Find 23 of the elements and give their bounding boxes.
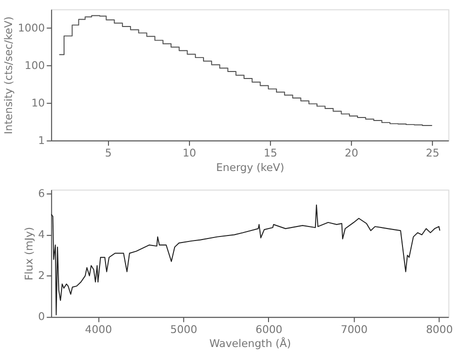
x-tick-label: 10 (182, 147, 196, 160)
y-tick-label: 6 (38, 188, 46, 200)
x-tick-label: 15 (264, 147, 278, 160)
x-axis-title: Energy (keV) (216, 162, 284, 174)
y-tick-label: 4 (38, 229, 46, 242)
y-axis-title: Flux (mJy) (23, 227, 36, 280)
x-tick-label: 8000 (426, 324, 454, 336)
y-axis-title: Intensity (cts/sec/keV) (3, 16, 16, 134)
x-tick-label: 4000 (84, 324, 112, 336)
line-series (51, 204, 440, 316)
x-tick-label: 5 (104, 147, 112, 160)
y-tick-label: 2 (38, 270, 45, 282)
x-tick-label: 5000 (170, 324, 198, 336)
y-tick-label: 0 (38, 311, 46, 324)
y-tick-label: 1000 (18, 22, 46, 34)
y-tick-label: 100 (24, 60, 46, 72)
x-tick-label: 25 (426, 147, 440, 160)
x-tick-label: 7000 (340, 324, 368, 336)
y-tick-label: 10 (31, 97, 46, 110)
x-tick-label: 20 (344, 147, 359, 160)
x-axis-title: Wavelength (Å) (209, 337, 292, 350)
x-tick-label: 6000 (255, 324, 283, 336)
y-tick-label: 1 (38, 134, 45, 147)
